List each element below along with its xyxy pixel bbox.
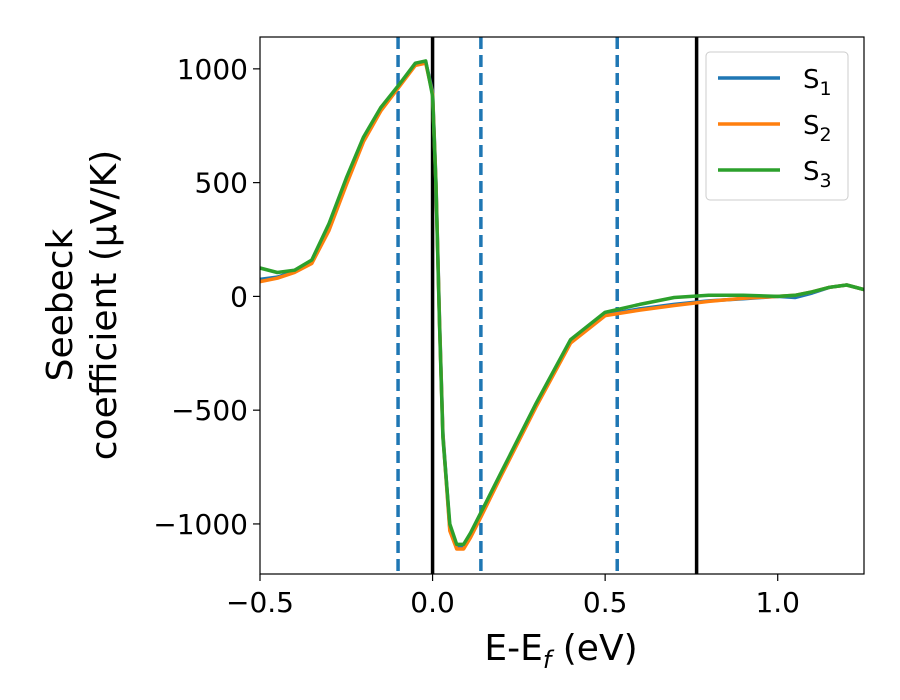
legend-label-1: S1 — [803, 65, 832, 100]
x-tick-label-1: 0.0 — [410, 586, 455, 619]
x-axis-ticks: −0.5 0.0 0.5 1.0 — [226, 574, 800, 619]
legend: S1 S2 S3 — [705, 51, 849, 201]
x-tick-label-0: −0.5 — [226, 586, 294, 619]
legend-label-2: S2 — [803, 111, 832, 146]
y-tick-label-1: −500 — [171, 394, 248, 427]
y-tick-label-2: 0 — [230, 280, 248, 313]
x-tick-label-2: 0.5 — [583, 586, 628, 619]
y-axis-label-line2: coefficient (μV/K) — [84, 150, 125, 460]
y-tick-label-4: 1000 — [177, 53, 248, 86]
y-tick-label-3: 500 — [195, 167, 248, 200]
x-tick-label-3: 1.0 — [755, 586, 800, 619]
y-axis-label-line1: Seebeck — [40, 228, 81, 381]
series-line-3 — [259, 59, 865, 547]
y-tick-label-0: −1000 — [153, 508, 248, 541]
y-axis-ticks: −1000 −500 0 500 1000 — [153, 53, 260, 541]
x-axis-label: E-Ef (eV) — [484, 628, 637, 674]
series-lines — [259, 59, 865, 551]
legend-label-3: S3 — [803, 157, 832, 192]
y-axis-label: Seebeck coefficient (μV/K) — [40, 150, 125, 460]
plot-frame — [259, 36, 865, 575]
